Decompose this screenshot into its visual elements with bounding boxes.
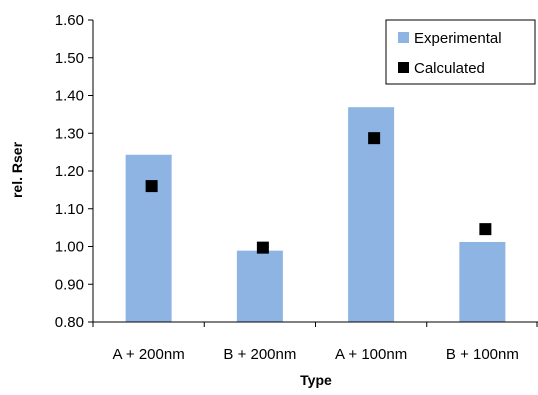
x-tick-label: A + 200nm — [113, 346, 185, 363]
legend: Experimental Calculated — [385, 19, 536, 85]
y-tick-label: 1.60 — [55, 12, 84, 29]
x-axis-title: Type — [300, 372, 332, 388]
y-tick-label: 1.40 — [55, 88, 84, 105]
marker-calculated — [145, 180, 158, 193]
legend-swatch-calculated — [398, 62, 409, 73]
x-axis-ticks: A + 200nm B + 200nm A + 100nm B + 100nm — [92, 322, 538, 363]
y-tick-label: 0.90 — [55, 276, 84, 293]
x-tick-label: A + 100nm — [335, 346, 407, 363]
legend-swatch-experimental — [398, 32, 409, 43]
legend-label-experimental: Experimental — [414, 30, 502, 47]
marker-calculated — [256, 241, 269, 254]
bar-experimental — [459, 241, 506, 322]
y-tick-label: 1.10 — [55, 201, 84, 218]
bar-experimental — [125, 154, 172, 322]
y-axis-ticks: 0.80 0.90 1.00 1.10 1.20 1.30 1.40 1.50 1.60 — [55, 12, 93, 331]
calculated-markers — [145, 132, 492, 254]
legend-label-calculated: Calculated — [414, 60, 485, 77]
experimental-bars — [125, 107, 506, 322]
legend-box — [385, 19, 536, 85]
marker-calculated — [368, 132, 381, 145]
bar-experimental — [236, 250, 283, 322]
marker-calculated — [479, 223, 492, 236]
y-tick-label: 1.20 — [55, 163, 84, 180]
y-tick-label: 1.50 — [55, 50, 84, 67]
y-tick-label: 1.30 — [55, 125, 84, 142]
y-axis-title: rel. Rser — [9, 141, 25, 198]
x-tick-label: B + 200nm — [223, 346, 296, 363]
y-tick-label: 0.80 — [55, 314, 84, 331]
x-tick-label: B + 100nm — [446, 346, 519, 363]
y-tick-label: 1.00 — [55, 239, 84, 256]
